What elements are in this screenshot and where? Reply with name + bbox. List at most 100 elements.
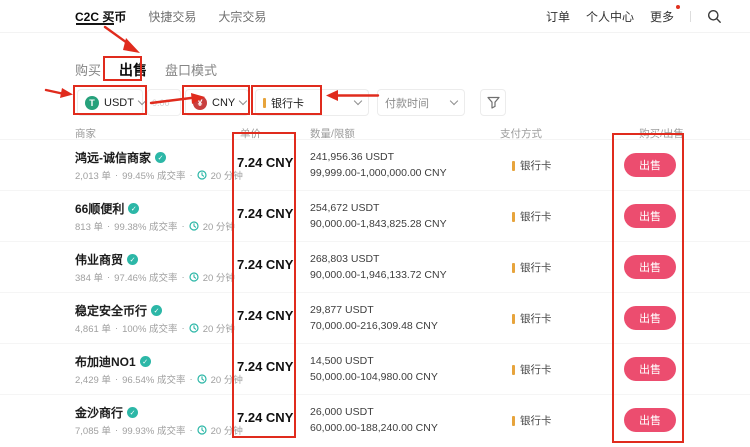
offer-row: 金沙商行 ✓ 7,085 单 · 99.93% 成交率 · 20 分钟 7.24… bbox=[0, 395, 750, 446]
payment-method-cell: 银行卡 bbox=[512, 362, 552, 377]
order-count: 384 单 bbox=[75, 273, 103, 284]
nav-item-block-trade[interactable]: 大宗交易 bbox=[218, 10, 267, 24]
offer-row: 鸿远-诚信商家 ✓ 2,013 单 · 99.45% 成交率 · 20 分钟 7… bbox=[0, 140, 750, 191]
payment-method-cell: 银行卡 bbox=[512, 311, 552, 326]
dot-separator: · bbox=[107, 271, 111, 283]
sell-button[interactable]: 出售 bbox=[624, 306, 676, 330]
merchant-stats: 813 单 · 99.38% 成交率 · 20 分钟 bbox=[75, 219, 235, 234]
merchant-name[interactable]: 鸿远-诚信商家 ✓ bbox=[75, 149, 166, 166]
header-amount-limit: 数量/限额 bbox=[310, 128, 355, 140]
order-limit: 50,000.00-104,980.00 CNY bbox=[310, 371, 438, 383]
header-payment-method: 支付方式 bbox=[500, 128, 542, 140]
payment-method-label: 银行卡 bbox=[520, 313, 552, 325]
order-count: 4,861 单 bbox=[75, 324, 111, 335]
sell-button[interactable]: 出售 bbox=[624, 408, 676, 432]
offer-row: 布加迪NO1 ✓ 2,429 单 · 96.54% 成交率 · 20 分钟 7.… bbox=[0, 344, 750, 395]
unit-price: 7.24 CNY bbox=[237, 155, 294, 170]
offer-rows: 鸿远-诚信商家 ✓ 2,013 单 · 99.45% 成交率 · 20 分钟 7… bbox=[0, 139, 750, 446]
available-amount: 29,877 USDT bbox=[310, 304, 374, 316]
funnel-icon bbox=[486, 96, 500, 109]
clock-icon bbox=[189, 221, 199, 231]
available-amount: 241,956.36 USDT bbox=[310, 151, 395, 163]
unit-price: 7.24 CNY bbox=[237, 206, 294, 221]
amount-and-limit: 29,877 USDT 70,000.00-216,309.48 CNY bbox=[310, 302, 438, 334]
header-merchant: 商家 bbox=[75, 128, 96, 140]
tab-sell[interactable]: 出售 bbox=[119, 62, 148, 78]
tab-buy[interactable]: 购买 bbox=[75, 63, 102, 78]
amount-and-limit: 268,803 USDT 90,000.00-1,946,133.72 CNY bbox=[310, 251, 447, 283]
crypto-select[interactable]: T USDT bbox=[77, 89, 147, 116]
clock-icon bbox=[189, 272, 199, 282]
filter-button[interactable] bbox=[480, 89, 506, 116]
bank-card-icon bbox=[512, 262, 515, 273]
payment-method-label: 银行卡 bbox=[520, 262, 552, 274]
active-nav-underline bbox=[76, 23, 114, 25]
sell-button[interactable]: 出售 bbox=[624, 204, 676, 228]
dot-separator: · bbox=[189, 424, 193, 436]
order-limit: 60,000.00-188,240.00 CNY bbox=[310, 422, 438, 434]
unit-price: 7.24 CNY bbox=[237, 359, 294, 374]
amount-and-limit: 254,672 USDT 90,000.00-1,843,825.28 CNY bbox=[310, 200, 447, 232]
amount-input[interactable] bbox=[147, 89, 181, 116]
nav-item-c2c-buy[interactable]: C2C 买币 bbox=[75, 10, 127, 24]
unit-price: 7.24 CNY bbox=[237, 410, 294, 425]
dot-separator: · bbox=[107, 220, 111, 232]
dot-separator: · bbox=[181, 220, 185, 232]
nav-item-orders[interactable]: 订单 bbox=[545, 10, 570, 24]
payment-method-cell: 银行卡 bbox=[512, 158, 552, 173]
amount-and-limit: 241,956.36 USDT 99,999.00-1,000,000.00 C… bbox=[310, 149, 447, 181]
merchant-name-label: 伟业商贸 bbox=[75, 253, 124, 267]
verified-badge-icon: ✓ bbox=[151, 305, 163, 316]
order-limit: 90,000.00-1,843,825.28 CNY bbox=[310, 218, 447, 230]
completion-rate: 99.45% 成交率 bbox=[122, 171, 186, 182]
merchant-name-label: 布加迪NO1 bbox=[75, 355, 136, 369]
merchant-name[interactable]: 66顺便利 ✓ bbox=[75, 200, 140, 217]
amount-and-limit: 26,000 USDT 60,000.00-188,240.00 CNY bbox=[310, 404, 438, 436]
order-count: 813 单 bbox=[75, 222, 103, 233]
unit-price: 7.24 CNY bbox=[237, 257, 294, 272]
payment-method-cell: 银行卡 bbox=[512, 260, 552, 275]
tab-orderbook-mode[interactable]: 盘口模式 bbox=[165, 63, 218, 78]
sell-button[interactable]: 出售 bbox=[624, 153, 676, 177]
chevron-down-icon bbox=[238, 96, 248, 106]
amount-and-limit: 14,500 USDT 50,000.00-104,980.00 CNY bbox=[310, 353, 438, 385]
merchant-name[interactable]: 布加迪NO1 ✓ bbox=[75, 353, 151, 370]
sell-button[interactable]: 出售 bbox=[624, 255, 676, 279]
order-count: 2,013 单 bbox=[75, 171, 111, 182]
merchant-name-label: 鸿远-诚信商家 bbox=[75, 151, 151, 165]
nav-item-express-trade[interactable]: 快捷交易 bbox=[148, 10, 197, 24]
payment-window: 20 分钟 bbox=[210, 171, 243, 182]
payment-method-select[interactable]: 银行卡 bbox=[255, 89, 369, 116]
available-amount: 14,500 USDT bbox=[310, 355, 374, 367]
nav-item-account[interactable]: 个人中心 bbox=[585, 10, 634, 24]
clock-icon bbox=[197, 170, 207, 180]
clock-icon bbox=[189, 323, 199, 333]
payment-time-value: 付款时间 bbox=[385, 97, 429, 110]
fiat-select[interactable]: ¥ CNY bbox=[185, 89, 249, 116]
completion-rate: 97.46% 成交率 bbox=[114, 273, 178, 284]
sell-button[interactable]: 出售 bbox=[624, 357, 676, 381]
nav-item-more[interactable]: 更多 bbox=[650, 5, 680, 25]
verified-badge-icon: ✓ bbox=[127, 407, 139, 418]
available-amount: 254,672 USDT bbox=[310, 202, 380, 214]
search-icon[interactable] bbox=[707, 9, 722, 24]
payment-window: 20 分钟 bbox=[210, 375, 243, 386]
bank-card-icon bbox=[512, 313, 515, 324]
dot-separator: · bbox=[189, 169, 193, 181]
merchant-name[interactable]: 稳定安全币行 ✓ bbox=[75, 302, 163, 319]
primary-nav: C2C 买币 快捷交易 大宗交易 bbox=[75, 8, 266, 25]
verified-badge-icon: ✓ bbox=[139, 356, 151, 367]
order-limit: 99,999.00-1,000,000.00 CNY bbox=[310, 167, 447, 179]
crypto-select-value: USDT bbox=[104, 96, 134, 109]
merchant-stats: 384 单 · 97.46% 成交率 · 20 分钟 bbox=[75, 270, 235, 285]
payment-method-label: 银行卡 bbox=[520, 415, 552, 427]
payment-time-select[interactable]: 付款时间 bbox=[377, 89, 465, 116]
payment-window: 20 分钟 bbox=[202, 273, 235, 284]
merchant-name-label: 66顺便利 bbox=[75, 202, 125, 216]
bank-card-icon bbox=[263, 97, 266, 108]
bank-card-icon bbox=[512, 364, 515, 375]
payment-method-label: 银行卡 bbox=[520, 211, 552, 223]
merchant-name[interactable]: 伟业商贸 ✓ bbox=[75, 251, 139, 268]
merchant-name[interactable]: 金沙商行 ✓ bbox=[75, 404, 139, 421]
